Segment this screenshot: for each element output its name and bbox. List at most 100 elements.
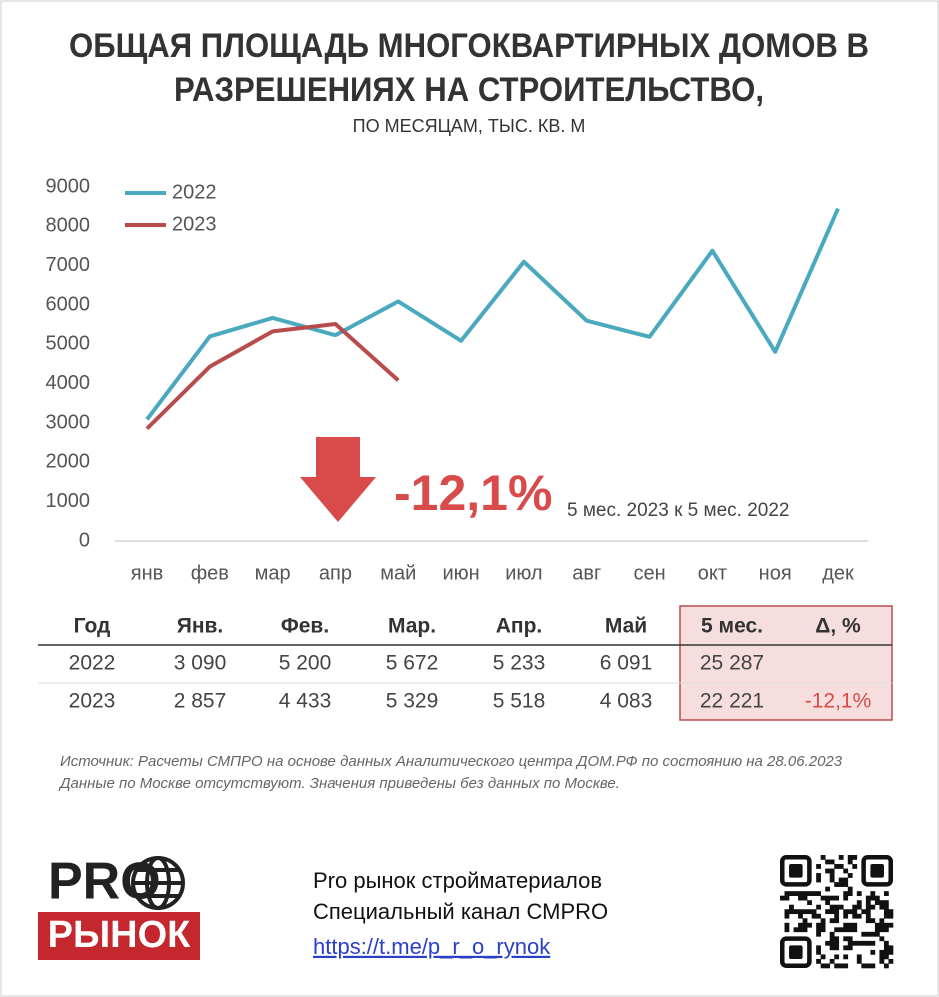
- source: Источник: Расчеты СМПРО на основе данных…: [60, 753, 843, 770]
- qr-finder: [789, 945, 803, 959]
- qr-module: [852, 940, 858, 946]
- qr-module: [874, 922, 880, 928]
- qr-module: [852, 855, 858, 860]
- qr-module: [861, 909, 867, 915]
- qr-module: [879, 904, 885, 910]
- qr-module: [883, 949, 889, 955]
- qr-module: [861, 931, 867, 937]
- qr-module: [825, 909, 831, 915]
- x-tick-label: май: [380, 562, 416, 584]
- qr-module: [879, 936, 885, 942]
- qr-module: [883, 954, 889, 960]
- qr-module: [852, 904, 858, 910]
- qr-module: [834, 909, 840, 915]
- qr-module: [834, 918, 840, 924]
- table-cell: 2 857: [174, 690, 227, 713]
- table-header: Δ, %: [815, 615, 861, 638]
- qr-module: [843, 936, 849, 942]
- qr-module: [825, 900, 831, 906]
- qr-module: [847, 891, 853, 896]
- table-cell: 4 433: [279, 690, 332, 713]
- qr-module: [847, 909, 853, 915]
- qr-module: [838, 927, 844, 933]
- qr-module: [843, 963, 849, 969]
- table-cell: 6 091: [600, 652, 653, 675]
- qr-module: [829, 936, 835, 942]
- qr-module: [874, 900, 880, 906]
- qr-module: [834, 940, 840, 946]
- qr-module: [798, 927, 803, 933]
- qr-finder: [789, 864, 803, 878]
- qr-module: [807, 922, 812, 928]
- series-line: [145, 321, 400, 431]
- qr-module: [865, 904, 871, 910]
- qr-module: [856, 913, 862, 919]
- qr-module: [883, 904, 889, 910]
- qr-module: [816, 877, 821, 883]
- qr-module: [834, 895, 840, 901]
- channel-link[interactable]: https://t.me/p_r_o_rynok: [313, 934, 551, 959]
- qr-module: [874, 895, 880, 901]
- qr-module: [798, 895, 803, 901]
- x-tick-label: фев: [191, 562, 229, 584]
- table-cell: 3 090: [174, 652, 227, 675]
- table-cell: -12,1%: [805, 690, 872, 713]
- qr-module: [793, 909, 799, 915]
- qr-module: [865, 909, 871, 915]
- y-tick-label: 1000: [46, 490, 91, 512]
- qr-module: [888, 949, 894, 955]
- qr-module: [883, 913, 889, 919]
- qr-module: [816, 873, 821, 878]
- qr-module: [888, 922, 894, 928]
- qr-module: [811, 913, 817, 919]
- qr-module: [879, 918, 885, 924]
- x-tick-label: ноя: [759, 562, 792, 584]
- qr-module: [784, 922, 790, 928]
- qr-module: [829, 958, 835, 964]
- qr-module: [825, 859, 831, 865]
- qr-module: [870, 918, 876, 924]
- qr-module: [843, 877, 849, 883]
- qr-module: [784, 909, 790, 915]
- qr-module: [825, 940, 831, 946]
- legend-label: 2023: [172, 213, 217, 235]
- qr-module: [802, 918, 808, 924]
- qr-module: [843, 922, 849, 928]
- qr-module: [789, 904, 794, 910]
- qr-module: [847, 945, 853, 951]
- table-cell: 5 672: [386, 652, 439, 675]
- table-cell: 4 083: [600, 690, 653, 713]
- qr-module: [856, 900, 862, 906]
- qr-module: [856, 891, 862, 896]
- qr-module: [784, 891, 790, 896]
- qr-module: [856, 958, 862, 964]
- qr-module: [847, 936, 853, 942]
- qr-module: [834, 963, 840, 969]
- qr-module: [847, 922, 853, 928]
- qr-module: [856, 940, 862, 946]
- y-tick-label: 0: [79, 529, 90, 551]
- table-cell: 5 518: [493, 690, 546, 713]
- qr-module: [843, 909, 849, 915]
- qr-module: [834, 954, 840, 960]
- qr-module: [802, 927, 808, 933]
- qr-module: [834, 882, 840, 887]
- table-header: Фев.: [281, 615, 329, 638]
- qr-module: [870, 949, 876, 955]
- qr-module: [843, 891, 849, 896]
- qr-module: [838, 864, 844, 869]
- qr-module: [820, 918, 826, 924]
- qr-module: [784, 913, 790, 919]
- qr-module: [820, 963, 826, 969]
- qr-module: [798, 909, 803, 915]
- qr-module: [829, 895, 835, 901]
- qr-module: [870, 940, 876, 946]
- qr-module: [820, 954, 826, 960]
- qr-module: [843, 882, 849, 887]
- qr-module: [820, 855, 826, 860]
- qr-module: [811, 891, 817, 896]
- table-header: Май: [605, 615, 647, 638]
- table-cell: 22 221: [700, 690, 764, 713]
- qr-module: [793, 891, 799, 896]
